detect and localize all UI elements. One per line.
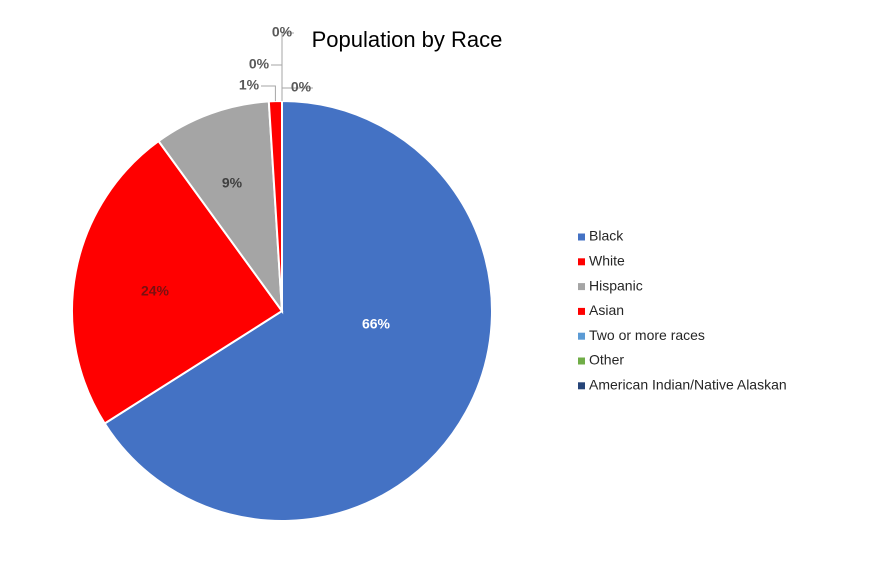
legend-text: White [589,253,625,269]
legend-marker [578,307,585,315]
pie-slice [157,100,284,315]
data-label: 24% [141,283,170,299]
pie-slice [103,99,493,522]
legend-marker [578,283,585,291]
legend-text: Asian [589,302,624,318]
leader-line [281,32,294,101]
leader-line [271,64,283,101]
data-label: 9% [222,175,243,191]
data-label: 1% [239,77,260,93]
legend-marker [578,382,585,390]
legend-text: Two or more races [589,327,705,343]
leader-line [261,85,276,102]
legend-text: American Indian/Native Alaskan [589,377,787,393]
legend-text: Hispanic [589,277,643,293]
legend-text: Other [589,352,624,368]
data-label: 0% [272,24,293,40]
data-label: 66% [362,316,391,332]
legend-marker [578,233,585,241]
leader-line [281,87,313,101]
pie-slice [71,139,284,425]
chart-title: Population by Race [312,27,503,52]
legend-marker [578,357,585,365]
data-label: 0% [249,56,270,72]
data-label: 0% [291,79,312,95]
legend-text: Black [589,228,624,244]
legend-marker [578,332,585,340]
legend-marker [578,258,585,266]
